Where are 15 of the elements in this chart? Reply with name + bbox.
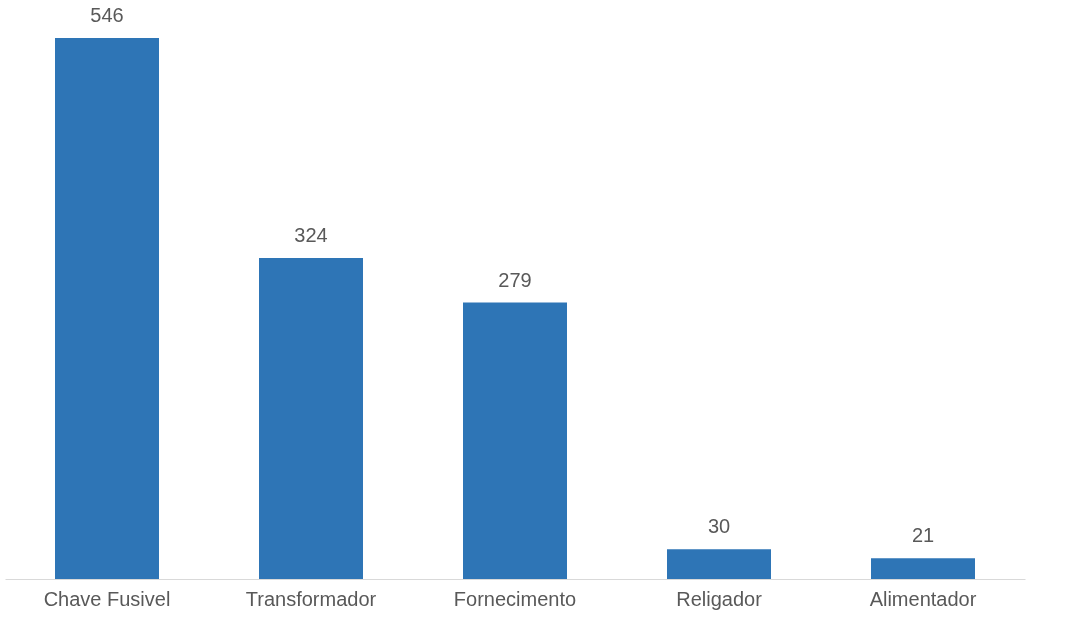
- data-label: 546: [90, 3, 124, 26]
- bar: [871, 558, 975, 579]
- x-tick-label: Alimentador: [869, 587, 977, 610]
- x-tick-label: Religador: [676, 587, 763, 610]
- x-tick-label: Fornecimento: [453, 587, 577, 610]
- bar: [55, 37, 159, 579]
- data-label: 21: [911, 524, 935, 547]
- bar: [259, 257, 363, 579]
- bar: [463, 302, 567, 579]
- data-label: 324: [294, 223, 328, 246]
- data-label: 279: [498, 268, 532, 291]
- x-tick-label: Chave Fusivel: [43, 587, 171, 610]
- bar: [667, 549, 771, 579]
- x-tick-label: Transformador: [245, 587, 377, 610]
- data-label: 30: [707, 515, 731, 538]
